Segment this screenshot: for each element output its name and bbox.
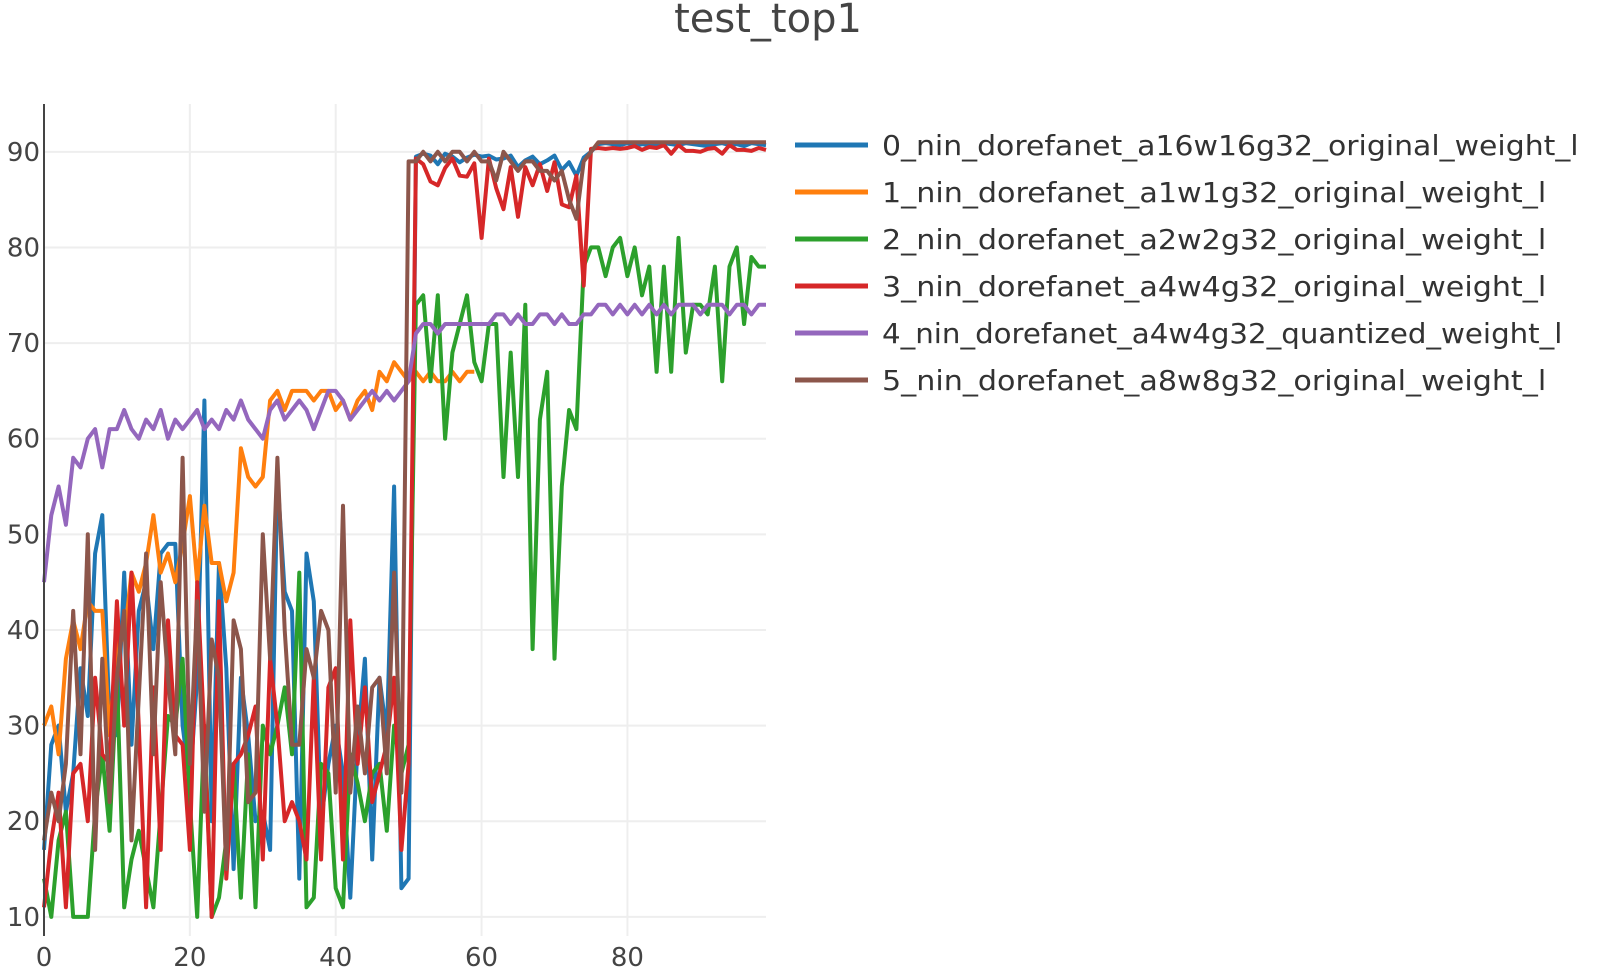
y-tick-label: 70: [7, 329, 40, 359]
y-tick-label: 50: [7, 520, 40, 550]
y-tick-label: 20: [7, 807, 40, 837]
legend-item-2[interactable]: 2_nin_dorefanet_a2w2g32_original_weight_…: [795, 223, 1546, 256]
legend-label: 5_nin_dorefanet_a8w8g32_original_weight_…: [882, 364, 1546, 397]
y-tick-label: 80: [7, 233, 40, 263]
legend-item-5[interactable]: 5_nin_dorefanet_a8w8g32_original_weight_…: [795, 364, 1546, 397]
y-tick-label: 60: [7, 425, 40, 455]
series-line-3[interactable]: [42, 143, 767, 919]
x-tick-label: 20: [173, 943, 206, 970]
legend-label: 3_nin_dorefanet_a4w4g32_original_weight_…: [882, 270, 1546, 303]
x-tick-label: 0: [36, 943, 53, 970]
chart-title: test_top1: [674, 0, 862, 42]
tick-labels: 0 20 40 60 80 10 20 30 40 50 60 70 80 90: [7, 138, 644, 970]
x-tick-label: 40: [319, 943, 352, 970]
y-tick-label: 10: [7, 903, 40, 933]
x-tick-label: 80: [611, 943, 644, 970]
legend-label: 2_nin_dorefanet_a2w2g32_original_weight_…: [882, 223, 1546, 256]
legend-label: 0_nin_dorefanet_a16w16g32_original_weigh…: [882, 129, 1579, 162]
legend-item-3[interactable]: 3_nin_dorefanet_a4w4g32_original_weight_…: [795, 270, 1546, 303]
legend-item-1[interactable]: 1_nin_dorefanet_a1w1g32_original_weight_…: [795, 176, 1546, 209]
legend[interactable]: 0_nin_dorefanet_a16w16g32_original_weigh…: [795, 129, 1579, 397]
legend-label: 4_nin_dorefanet_a4w4g32_quantized_weight…: [882, 317, 1562, 350]
y-tick-label: 30: [7, 712, 40, 742]
y-tick-label: 40: [7, 616, 40, 646]
legend-item-0[interactable]: 0_nin_dorefanet_a16w16g32_original_weigh…: [795, 129, 1579, 162]
legend-label: 1_nin_dorefanet_a1w1g32_original_weight_…: [882, 176, 1546, 209]
series-line-0[interactable]: [42, 141, 767, 900]
series-lines: [42, 140, 767, 919]
legend-item-4[interactable]: 4_nin_dorefanet_a4w4g32_quantized_weight…: [795, 317, 1562, 350]
y-tick-label: 90: [7, 138, 40, 168]
x-tick-label: 60: [465, 943, 498, 970]
series-line-5[interactable]: [42, 140, 766, 872]
